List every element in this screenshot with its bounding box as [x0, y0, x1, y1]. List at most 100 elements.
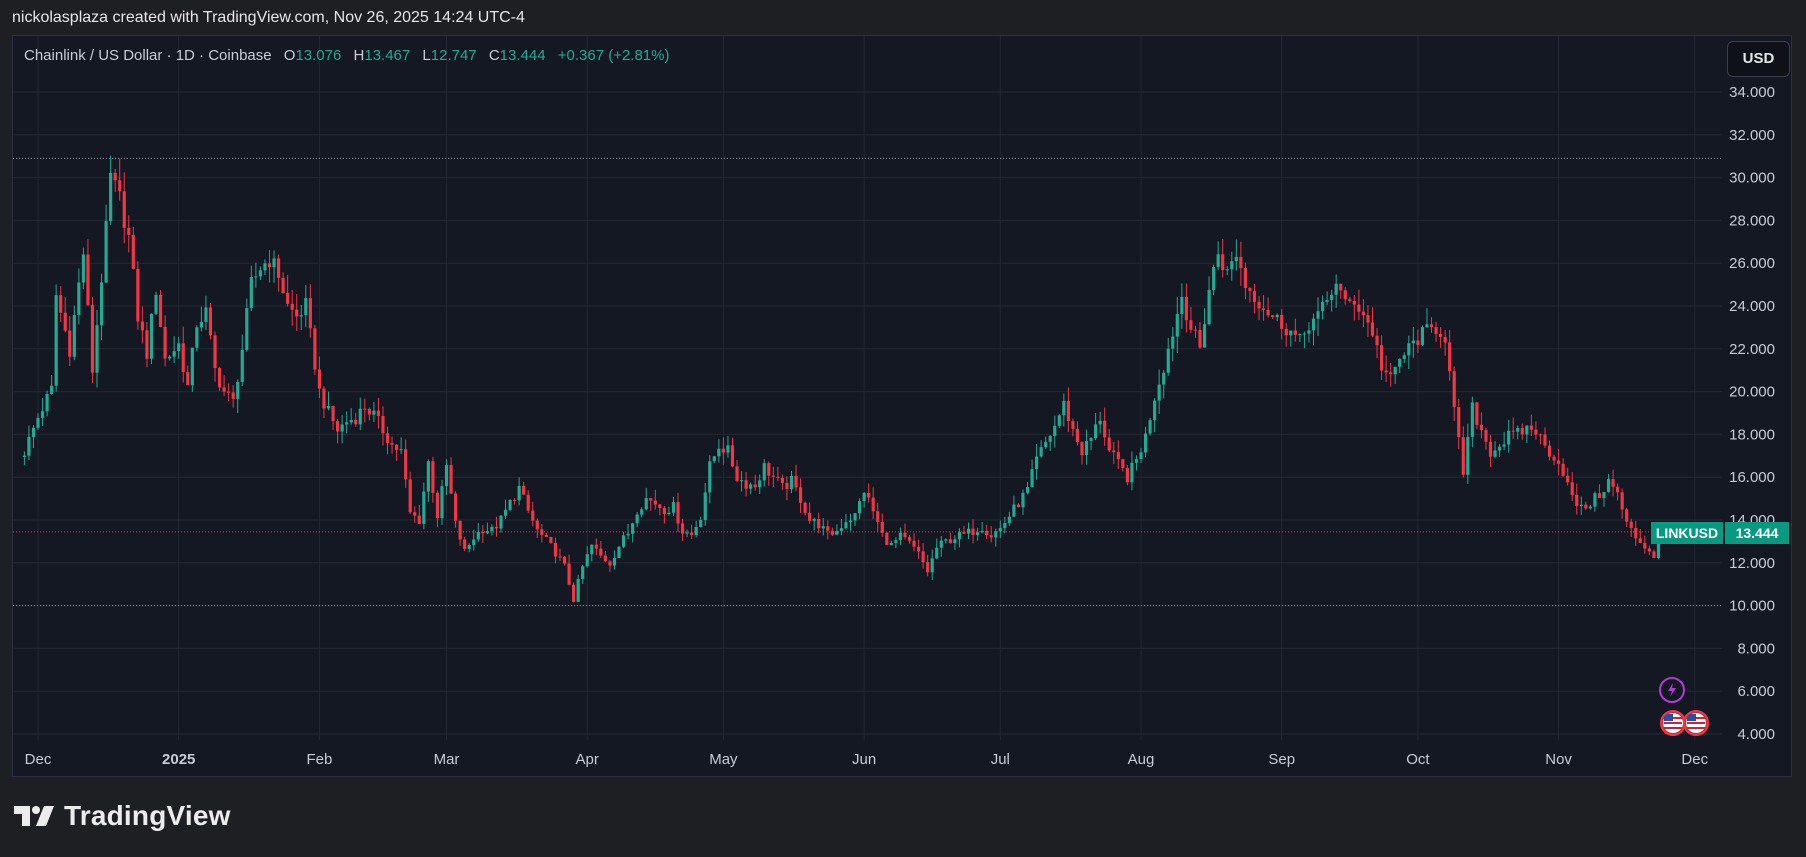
last-price-label: LINKUSD 13.444	[1651, 522, 1789, 544]
candle-body	[458, 520, 462, 540]
candle-body	[685, 532, 689, 534]
candle-body	[612, 558, 617, 566]
x-tick-label: Jul	[991, 751, 1010, 768]
candle-body	[1466, 436, 1470, 475]
candle-body	[1103, 420, 1107, 438]
symbol-text: Chainlink / US Dollar · 1D · Coinbase	[24, 47, 272, 64]
y-tick-label: 24.000	[1729, 298, 1775, 315]
candle-body	[944, 539, 948, 541]
candle-body	[72, 315, 76, 357]
candle-body	[631, 523, 635, 534]
candle-body	[998, 528, 1002, 532]
candle-body	[217, 368, 222, 388]
candle-body	[1361, 311, 1366, 316]
candle-body	[1643, 542, 1647, 549]
x-tick-label: Dec	[1681, 751, 1708, 768]
candle-body	[435, 492, 440, 519]
candle-body	[354, 419, 358, 425]
candle-body	[245, 308, 249, 350]
candle-body	[503, 509, 508, 516]
candle-body	[372, 410, 376, 415]
candle-body	[1016, 504, 1021, 508]
candle-body	[1525, 425, 1529, 435]
candle-body	[513, 500, 517, 502]
candle-body	[989, 535, 993, 538]
candle-body	[1044, 441, 1048, 448]
candle-body	[930, 558, 934, 573]
candle-body	[195, 327, 199, 348]
candle-body	[1071, 421, 1075, 429]
candle-body	[113, 172, 117, 181]
candle-body	[635, 514, 639, 524]
candle-body	[907, 537, 912, 541]
candle-body	[926, 562, 930, 573]
x-tick-label: 2025	[162, 751, 195, 768]
x-tick-label: May	[709, 751, 738, 768]
candle-body	[168, 356, 172, 359]
candle-body	[1570, 482, 1574, 495]
candle-body	[839, 528, 844, 531]
candle-body	[481, 531, 485, 534]
candle-body	[313, 328, 317, 370]
candle-body	[208, 307, 213, 336]
candle-body	[558, 556, 562, 558]
lightning-event-icon[interactable]	[1659, 677, 1685, 703]
candle-body	[349, 419, 353, 423]
currency-button[interactable]: USD	[1727, 41, 1790, 77]
candle-body	[1257, 301, 1261, 309]
candle-body	[1452, 371, 1456, 408]
candle-body	[1243, 268, 1247, 289]
candle-body	[286, 292, 290, 304]
candle-body	[40, 411, 45, 418]
candle-body	[667, 512, 671, 515]
candle-body	[644, 498, 648, 510]
candle-body	[99, 282, 104, 326]
candle-body	[345, 422, 349, 425]
candle-body	[916, 546, 921, 552]
horizontal-levels	[13, 157, 1722, 607]
candle-body	[1003, 523, 1007, 529]
candle-body	[803, 502, 807, 513]
candle-body	[1125, 467, 1129, 483]
candle-body	[1171, 336, 1175, 349]
candle-body	[90, 305, 95, 373]
candle-body	[721, 448, 725, 453]
x-tick-label: Apr	[576, 751, 599, 768]
candle-body	[1616, 486, 1620, 493]
candle-body	[717, 448, 721, 457]
candle-body	[335, 421, 340, 432]
candle-body	[1221, 254, 1225, 271]
candle-body	[1620, 492, 1624, 510]
candle-body	[1529, 425, 1533, 430]
candle-body	[535, 520, 539, 530]
candle-body	[1584, 504, 1588, 509]
candle-body	[27, 436, 31, 456]
event-markers[interactable]	[1659, 677, 1709, 736]
us-flag-event-icon[interactable]	[1660, 710, 1686, 736]
candle-body	[1311, 318, 1316, 331]
candle-body	[1293, 330, 1297, 335]
candle-body	[231, 392, 235, 399]
candle-body	[576, 579, 580, 602]
candle-body	[694, 526, 698, 536]
candle-body	[889, 542, 893, 545]
tradingview-logo[interactable]: TradingView	[14, 800, 231, 832]
candle-body	[290, 303, 294, 310]
candle-body	[404, 449, 408, 480]
candle-body	[1411, 340, 1415, 344]
candle-body	[894, 540, 898, 543]
candle-body	[921, 551, 925, 563]
candle-body	[776, 476, 780, 478]
candle-body	[771, 475, 775, 477]
y-tick-label: 28.000	[1729, 212, 1775, 229]
candle-body	[1025, 486, 1030, 493]
candle-body	[1180, 296, 1184, 315]
candle-body	[127, 227, 131, 235]
grid-lines	[13, 36, 1722, 740]
candle-body	[1384, 370, 1388, 373]
candle-body	[540, 529, 544, 535]
candle-body	[199, 321, 203, 328]
candle-body	[1393, 366, 1397, 375]
us-flag-event-icon[interactable]	[1683, 710, 1709, 736]
